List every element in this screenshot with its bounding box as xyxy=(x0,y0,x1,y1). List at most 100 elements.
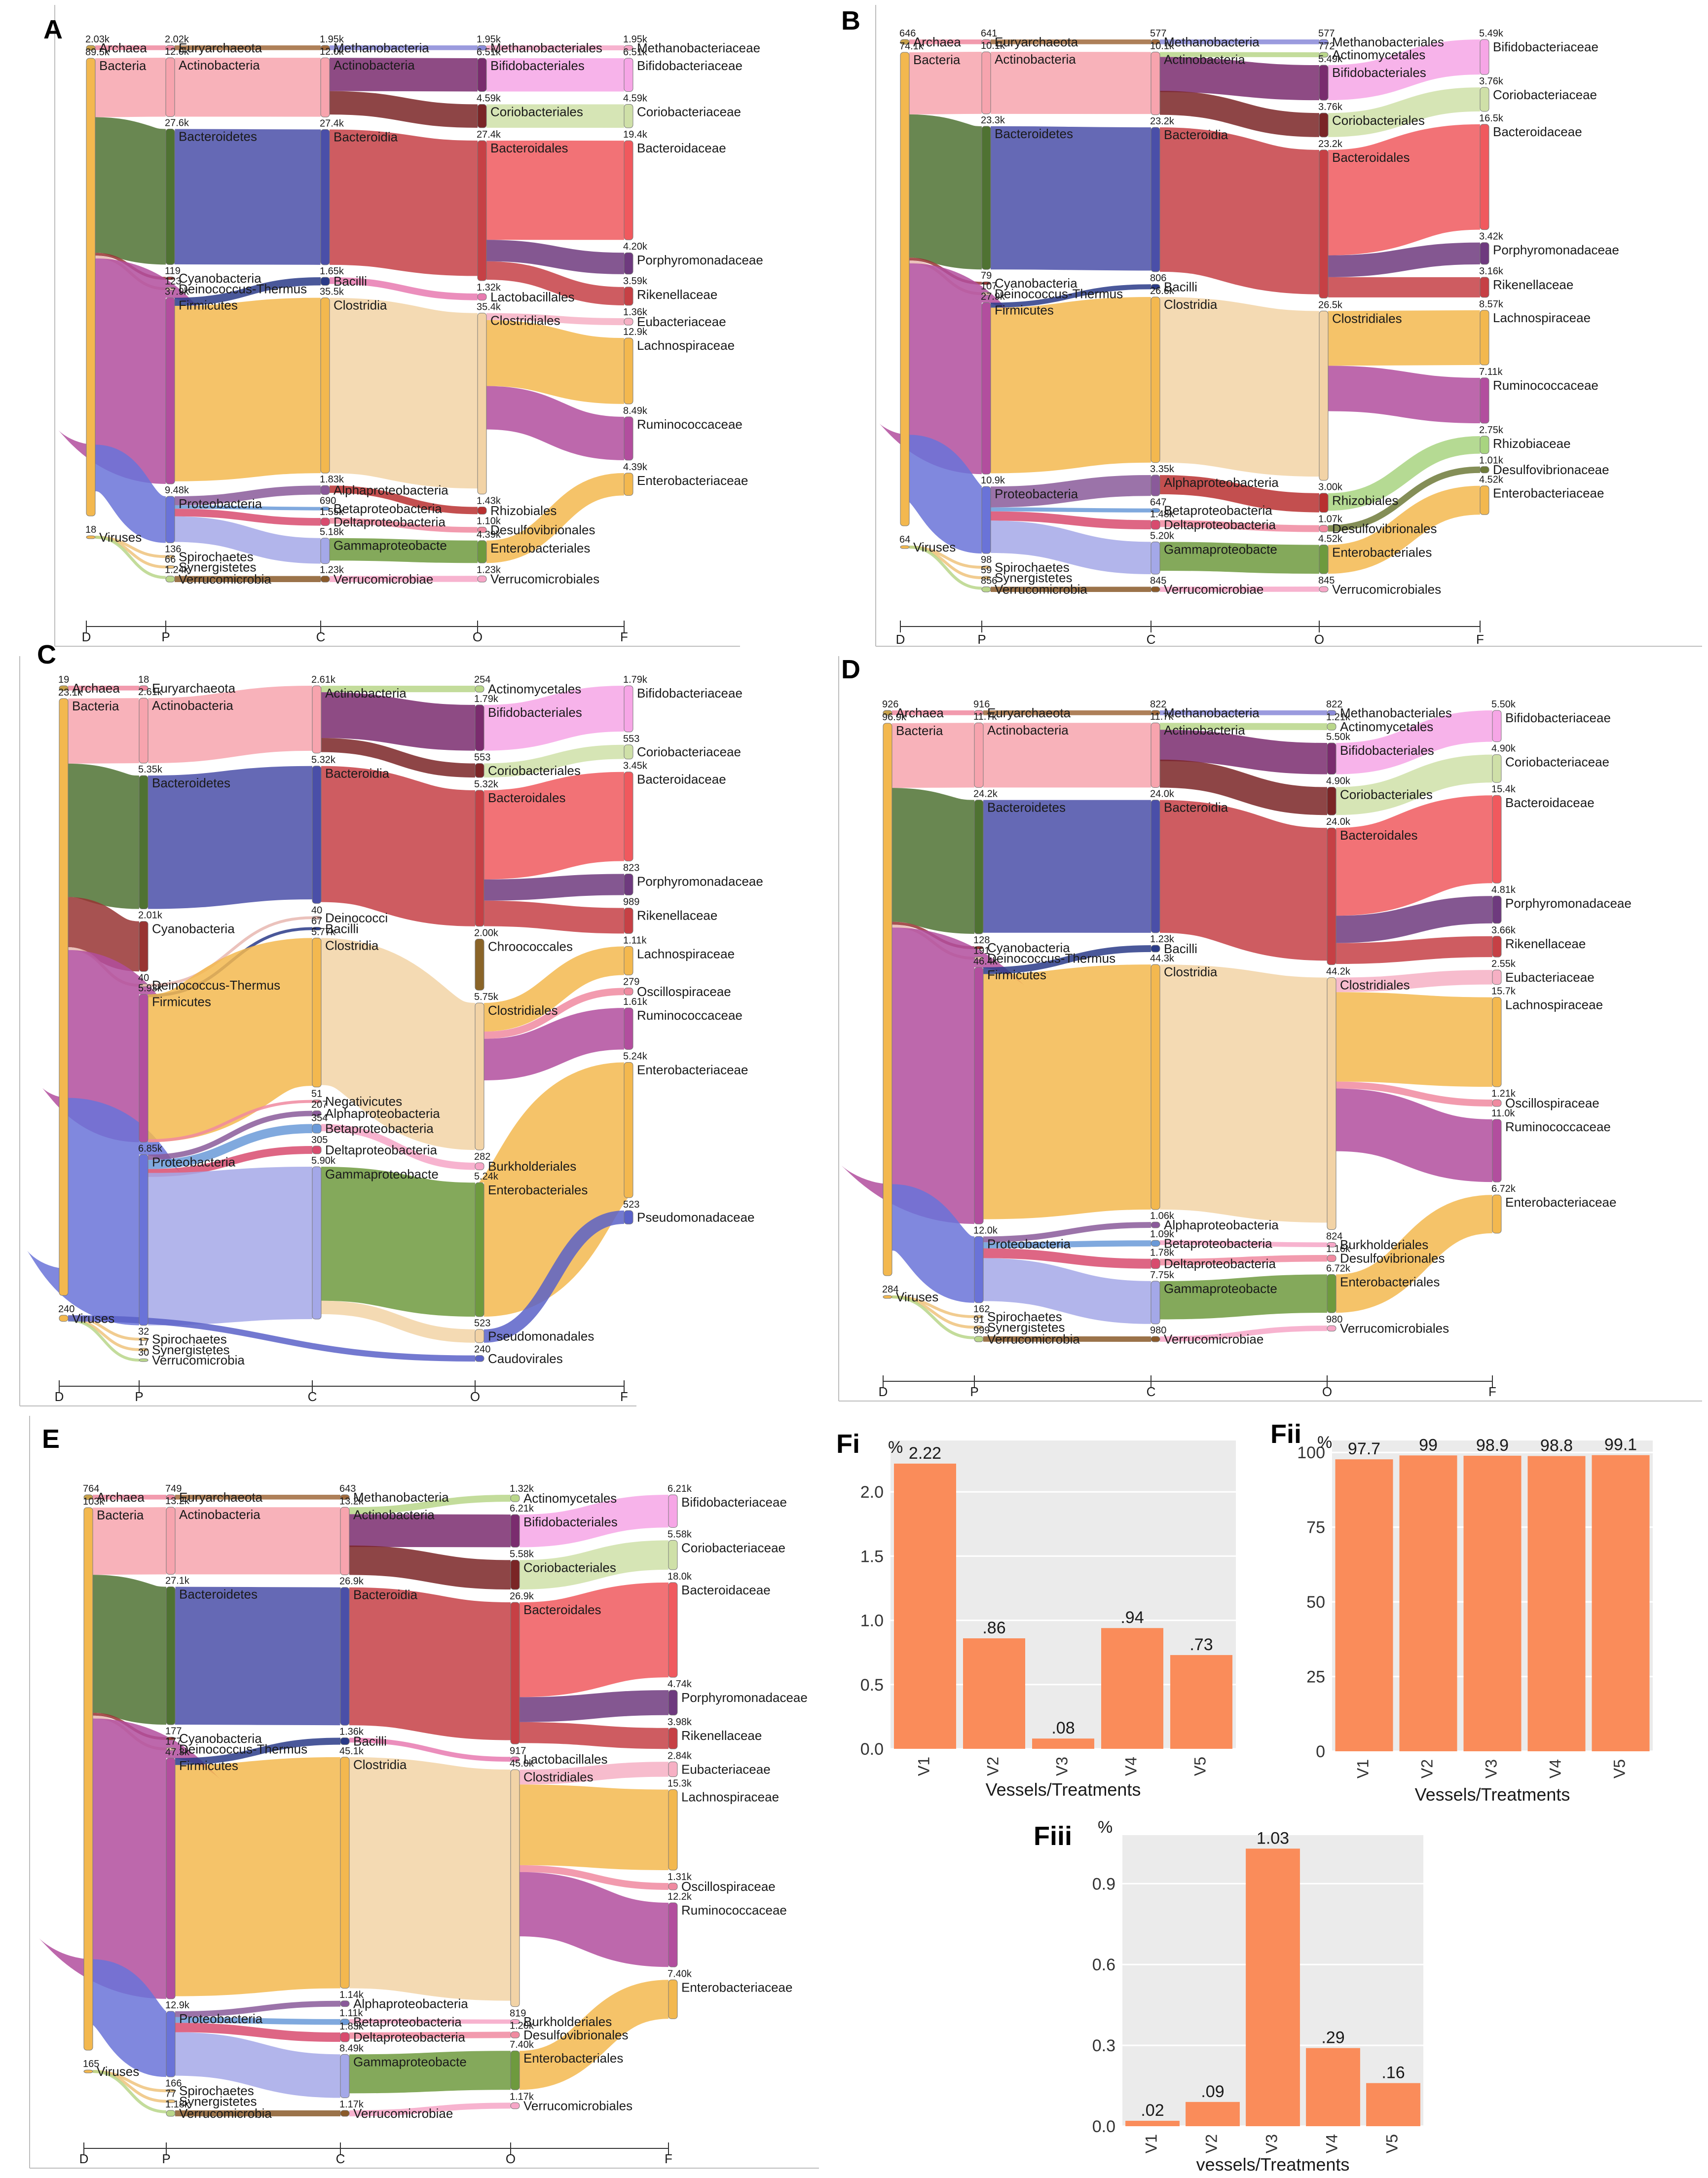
flow-lachnospiraceae xyxy=(486,353,624,371)
node-label-eubacteriaceae: Eubacteriaceae xyxy=(637,314,726,329)
node-label-bifidobacteriaceae: Bifidobacteriaceae xyxy=(1505,710,1611,725)
node-label-porphyromonadaceae: Porphyromonadaceae xyxy=(1505,896,1632,911)
node-value-actinobacteria: 12.0k xyxy=(165,46,189,57)
node-label-bacteroidales: Bacteroidales xyxy=(490,141,568,155)
node-rhizobiaceae xyxy=(1480,436,1489,454)
node-bacteroidia xyxy=(321,129,330,264)
node-label-verrucomicrobiales: Verrucomicrobiales xyxy=(1340,1321,1449,1336)
node-coriobacteriales xyxy=(475,763,484,777)
node-coriobacteriaceae xyxy=(668,1540,677,1570)
node-label-methanobacteria: Methanobacteria xyxy=(1164,705,1260,720)
node-label-clostridia: Clostridia xyxy=(325,938,379,953)
node-bifidobacteriales xyxy=(1319,65,1328,100)
node-value-rikenellaceae: 3.16k xyxy=(1479,266,1504,277)
node-label-firmicutes: Firmicutes xyxy=(987,967,1046,982)
flow-clostridia xyxy=(148,1012,312,1068)
node-label-proteobacteria: Proteobacteria xyxy=(179,2011,263,2026)
node-ruminococcaceae xyxy=(624,1008,633,1049)
node-label-lachnospiraceae: Lachnospiraceae xyxy=(1493,310,1591,325)
flow-firmicutes xyxy=(68,1024,139,1069)
flow-coriobacteriales xyxy=(349,1560,511,1575)
panel-letter-A: A xyxy=(43,15,63,44)
node-proteobacteria xyxy=(982,486,991,554)
y-tick-label: 0.0 xyxy=(860,1740,884,1759)
node-value-bifidobacteriaceae: 6.21k xyxy=(668,1483,692,1494)
node-firmicutes xyxy=(166,298,175,484)
node-value-lachnospiraceae: 15.3k xyxy=(668,1778,692,1789)
node-rikenellaceae xyxy=(1492,936,1501,957)
node-bacteroidales xyxy=(478,141,486,281)
node-value-enterobacteriales: 6.72k xyxy=(1326,1263,1351,1274)
node-bacteroidaceae xyxy=(1480,124,1489,230)
axis-label-C: C xyxy=(1147,632,1156,647)
node-label-bifidobacteriales: Bifidobacteriales xyxy=(1332,65,1426,80)
axis-label-F: F xyxy=(1476,632,1484,647)
node-alphaproteobacteria xyxy=(321,485,330,494)
axis-label-O: O xyxy=(1322,1384,1332,1399)
node-gammaproteobacte xyxy=(1151,1281,1160,1324)
node-label-porphyromonadaceae: Porphyromonadaceae xyxy=(1493,243,1619,258)
node-desulfovibrionales xyxy=(1319,525,1328,532)
node-value-actinobacteria: 10.1k xyxy=(981,40,1005,51)
node-clostridia xyxy=(312,938,321,1087)
node-bifidobacteriales xyxy=(478,58,486,91)
node-label-verrucomicrobia: Verrucomicrobia xyxy=(987,1331,1080,1346)
flow-bacteroidetes xyxy=(68,830,139,842)
node-label-bacteria: Bacteria xyxy=(72,699,119,713)
flow-bacteroidales xyxy=(330,197,478,209)
node-value-actinobacteria: 2.61k xyxy=(138,687,163,698)
node-cyanobacteria xyxy=(139,922,148,972)
node-label-viruses: Viruses xyxy=(97,2064,139,2079)
node-value-bacteroidaceae: 19.4k xyxy=(623,129,648,140)
node-label-methanobacteria: Methanobacteria xyxy=(334,40,429,55)
node-bacteria xyxy=(883,723,892,1276)
flow-ruminococcaceae xyxy=(1336,1120,1492,1151)
node-label-gammaproteobacte: Gammaproteobacte xyxy=(325,1167,439,1181)
node-actinobacteria xyxy=(974,723,983,787)
node-label-methanobacteriales: Methanobacteriales xyxy=(490,40,602,55)
node-gammaproteobacte xyxy=(1151,542,1160,574)
node-label-rikenellaceae: Rikenellaceae xyxy=(1493,277,1573,292)
node-label-rikenellaceae: Rikenellaceae xyxy=(681,1728,762,1743)
node-bacilli xyxy=(321,277,330,286)
x-axis-label: vessels/Treatments xyxy=(1196,2154,1350,2175)
node-enterobacteriales xyxy=(478,541,486,563)
node-viruses xyxy=(883,1295,892,1298)
node-label-coriobacteriaceae: Coriobacteriaceae xyxy=(637,744,741,759)
node-label-ruminococcaceae: Ruminococcaceae xyxy=(637,1008,743,1023)
node-value-rikenellaceae: 3.98k xyxy=(668,1717,692,1728)
node-value-clostridia: 35.5k xyxy=(320,287,344,297)
node-label-bacteroidales: Bacteroidales xyxy=(1332,150,1410,165)
bar-value-label: .73 xyxy=(1189,1635,1213,1654)
node-enterobacteriaceae xyxy=(1492,1195,1501,1233)
panel-letter-Fiii: Fiii xyxy=(1034,1821,1072,1851)
node-porphyromonadaceae xyxy=(624,253,633,274)
node-value-bacteroidia: 27.4k xyxy=(320,118,344,129)
node-value-porphyromonadaceae: 4.81k xyxy=(1491,885,1516,895)
node-label-eubacteriaceae: Eubacteriaceae xyxy=(681,1762,771,1776)
bar-value-label: 98.9 xyxy=(1476,1436,1509,1455)
node-bacteria xyxy=(59,699,68,1295)
node-label-enterobacteriaceae: Enterobacteriaceae xyxy=(637,1062,748,1077)
node-value-proteobacteria: 9.48k xyxy=(165,485,189,496)
node-label-actinomycetales: Actinomycetales xyxy=(1340,719,1433,734)
node-label-firmicutes: Firmicutes xyxy=(179,298,238,313)
node-label-viruses: Viruses xyxy=(896,1290,938,1304)
flow-cyanobacteria xyxy=(68,922,139,946)
flow-firmicutes xyxy=(892,1056,974,1096)
node-bacteria xyxy=(86,58,95,516)
node-value-bacteroidia: 23.2k xyxy=(1150,116,1175,127)
node-label-verrucomicrobiales: Verrucomicrobiales xyxy=(523,2099,632,2113)
node-value-actinobacteria: 11.7k xyxy=(973,711,997,722)
flow-rikenellaceae xyxy=(1336,947,1492,954)
flow-lachnospiraceae xyxy=(1336,1037,1492,1042)
x-tick-label: V4 xyxy=(1122,1757,1140,1776)
bar-value-label: 99 xyxy=(1419,1436,1438,1454)
node-value-chroococcales: 2.00k xyxy=(474,928,499,939)
node-value-enterobacteriales: 5.24k xyxy=(474,1171,499,1182)
flow-rikenellaceae xyxy=(484,914,624,921)
node-value-euryarchaeota: 18 xyxy=(138,674,149,685)
y-tick-label: 25 xyxy=(1306,1668,1325,1687)
node-eubacteriaceae xyxy=(668,1762,677,1776)
node-label-bifidobacteriaceae: Bifidobacteriaceae xyxy=(637,58,743,73)
